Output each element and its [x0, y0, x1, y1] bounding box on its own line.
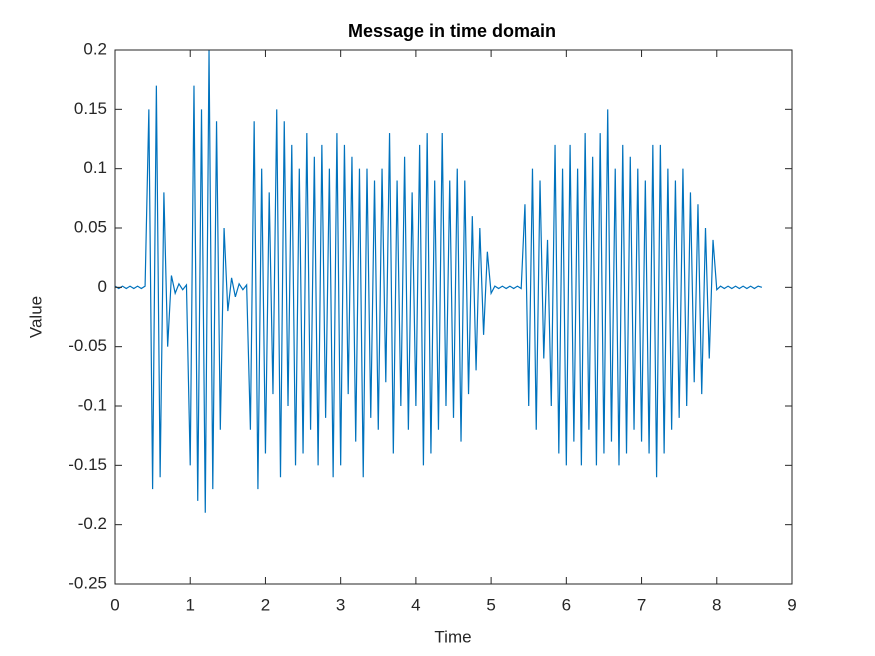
y-tick-label: -0.1	[78, 395, 107, 414]
chart-title: Message in time domain	[348, 21, 556, 41]
x-tick-label: 5	[486, 595, 495, 614]
y-tick-label: -0.15	[68, 455, 107, 474]
x-tick-label: 7	[637, 595, 646, 614]
x-axis-label: Time	[434, 627, 471, 646]
y-tick-label: 0.1	[83, 158, 107, 177]
y-tick-label: -0.2	[78, 514, 107, 533]
y-axis-label: Value	[26, 296, 45, 338]
axes-box	[114, 49, 793, 585]
y-tick-label: 0	[98, 277, 107, 296]
x-tick-label: 9	[787, 595, 796, 614]
y-tick-label: 0.15	[74, 99, 107, 118]
waveform-line	[114, 49, 763, 513]
x-tick-label: 0	[110, 595, 119, 614]
x-tick-label: 6	[562, 595, 571, 614]
x-tick-label: 4	[411, 595, 420, 614]
x-tick-label: 8	[712, 595, 721, 614]
y-tick-label: -0.25	[68, 573, 107, 592]
x-tick-label: 2	[261, 595, 270, 614]
y-tick-label: 0.05	[74, 217, 107, 236]
x-tick-label: 1	[185, 595, 194, 614]
y-tick-label: -0.05	[68, 336, 107, 355]
y-tick-label: 0.2	[83, 39, 107, 58]
x-tick-label: 3	[336, 595, 345, 614]
